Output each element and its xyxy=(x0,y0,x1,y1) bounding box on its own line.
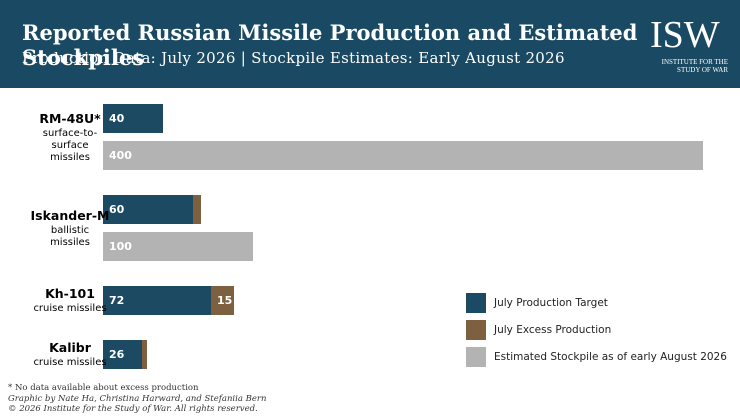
bar xyxy=(103,232,253,261)
category-description: ballistic missiles xyxy=(50,224,90,248)
bar xyxy=(211,286,234,315)
value-label: 400 xyxy=(109,149,132,162)
category-description: cruise missiles xyxy=(33,303,107,314)
bar xyxy=(103,195,193,224)
value-label: 40 xyxy=(109,112,125,125)
value-label: 72 xyxy=(109,294,125,307)
value-label: 26 xyxy=(109,348,125,361)
category-description: surface-to-surface missiles xyxy=(42,127,98,163)
category-label: Kalibr cruise missiles xyxy=(10,340,130,369)
category-label: RM-48U* surface-to-surface missiles xyxy=(10,111,130,164)
category-name: Kh-101 xyxy=(45,286,95,301)
category-label: Iskander-M ballistic missiles xyxy=(10,208,130,249)
category-label: Kh-101 cruise missiles xyxy=(10,286,130,315)
legend-label: July Excess Production xyxy=(494,324,612,336)
category-description: cruise missiles xyxy=(33,357,107,368)
header: Reported Russian Missile Production and … xyxy=(0,0,740,88)
logo-text: INSTITUTE FOR THE STUDY OF WAR xyxy=(661,58,728,74)
bar xyxy=(193,195,201,224)
legend-label: July Production Target xyxy=(494,297,608,309)
legend-swatch xyxy=(466,293,486,313)
footnote: Graphic by Nate Ha, Christina Harward, a… xyxy=(8,393,267,404)
chart-subtitle: Production Data: July 2026 | Stockpile E… xyxy=(22,49,565,67)
value-label: 15 xyxy=(217,294,233,307)
category-name: RM-48U* xyxy=(39,110,101,126)
bar xyxy=(103,104,163,133)
category-name: Kalibr xyxy=(49,340,91,355)
footnote: © 2026 Institute for the Study of War. A… xyxy=(8,404,258,414)
bar xyxy=(103,340,142,369)
chart-title: Reported Russian Missile Production and … xyxy=(22,20,638,70)
value-label: 60 xyxy=(109,203,125,216)
bar xyxy=(103,141,703,170)
bar xyxy=(142,340,147,369)
legend-swatch xyxy=(466,347,486,367)
legend-swatch xyxy=(466,320,486,340)
value-label: 100 xyxy=(109,240,132,253)
legend-label: Estimated Stockpile as of early August 2… xyxy=(494,351,727,363)
footnote: * No data available about excess product… xyxy=(8,383,199,393)
bar xyxy=(103,286,211,315)
logo-mark: ISW xyxy=(650,14,720,56)
category-name: Iskander-M xyxy=(30,207,110,223)
